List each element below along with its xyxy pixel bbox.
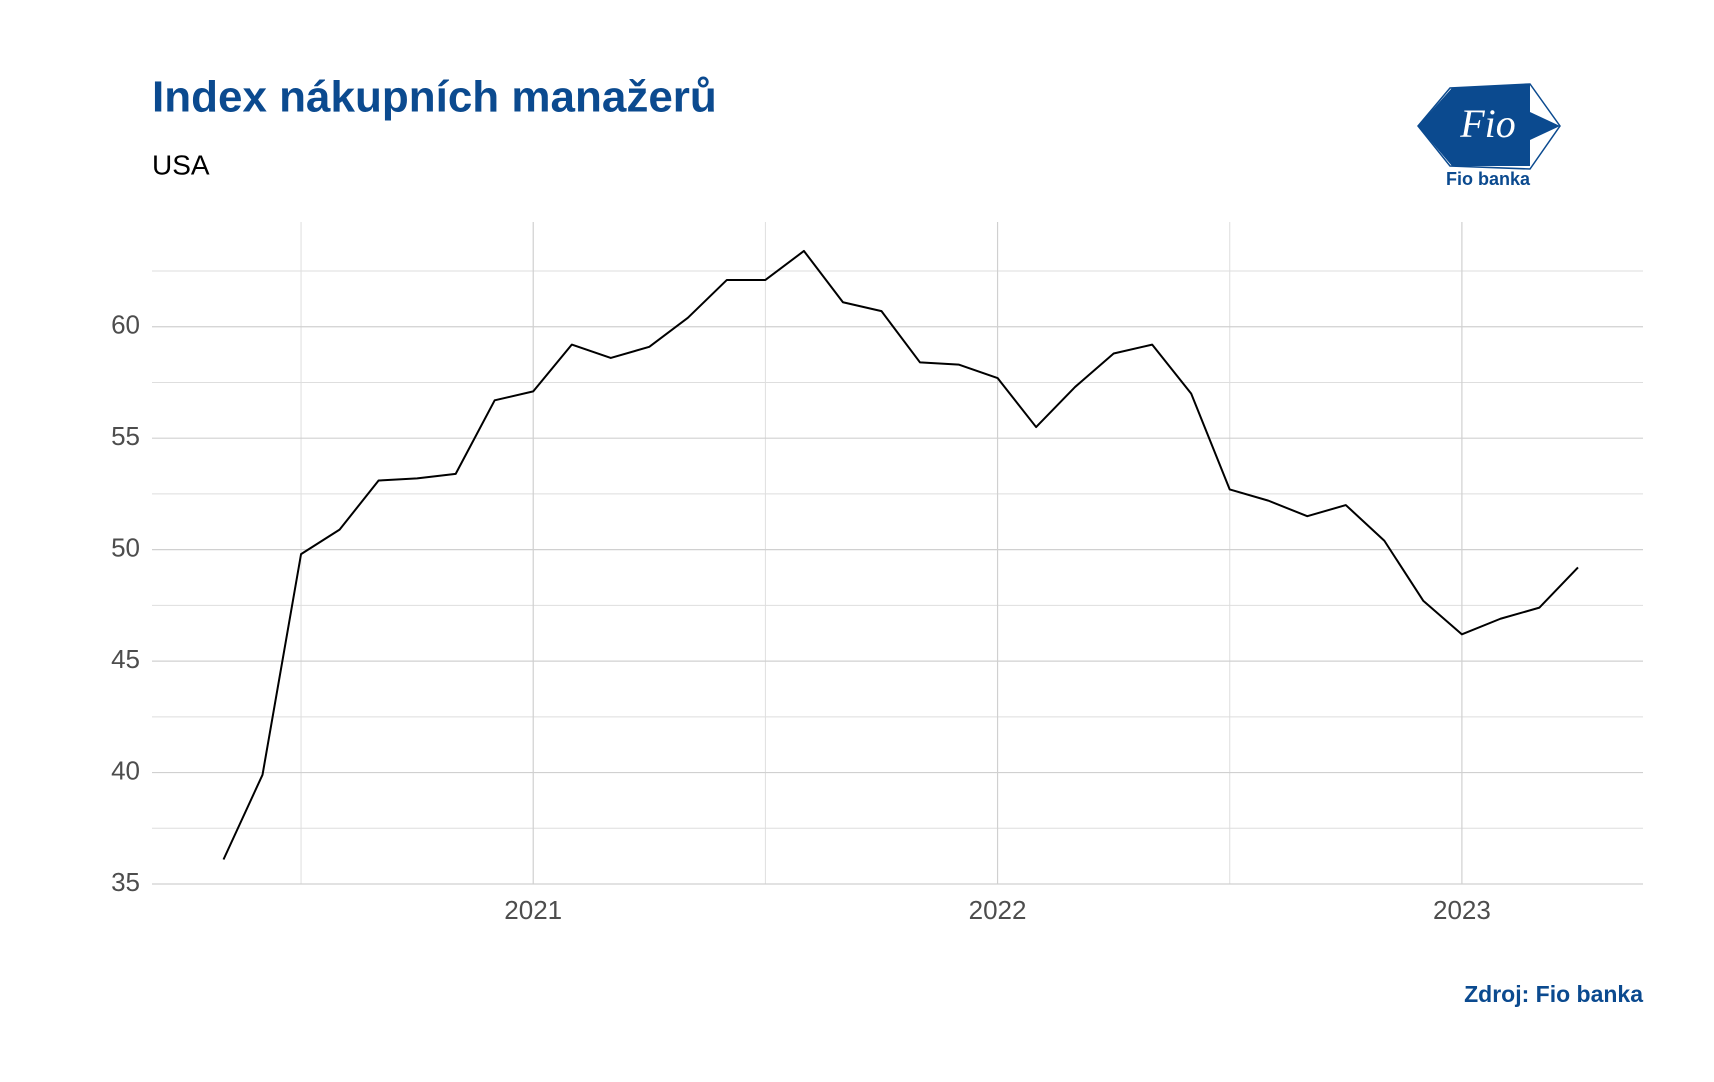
source: Zdroj: Fio banka	[1464, 981, 1643, 1007]
data-line	[222, 249, 1579, 860]
logo-shape	[1418, 84, 1530, 166]
y-tick-label: 45	[111, 644, 140, 674]
chart-subtitle: USA	[152, 149, 210, 180]
logo-name: Fio banka	[1446, 169, 1531, 189]
chart-title: Index nákupních manažerů	[152, 73, 717, 122]
y-tick-label: 60	[111, 310, 140, 340]
x-tick-label: 2022	[969, 895, 1027, 925]
logo-tip	[1530, 112, 1560, 140]
x-tick-label: 2021	[504, 895, 562, 925]
y-tick-label: 40	[111, 755, 140, 785]
logo: Fio Fio banka	[1417, 83, 1561, 189]
y-tick-label: 55	[111, 421, 140, 451]
y-tick-label: 50	[111, 533, 140, 563]
y-tick-label: 35	[111, 867, 140, 897]
logo-mark: Fio	[1459, 101, 1516, 146]
x-tick-label: 2023	[1433, 895, 1491, 925]
